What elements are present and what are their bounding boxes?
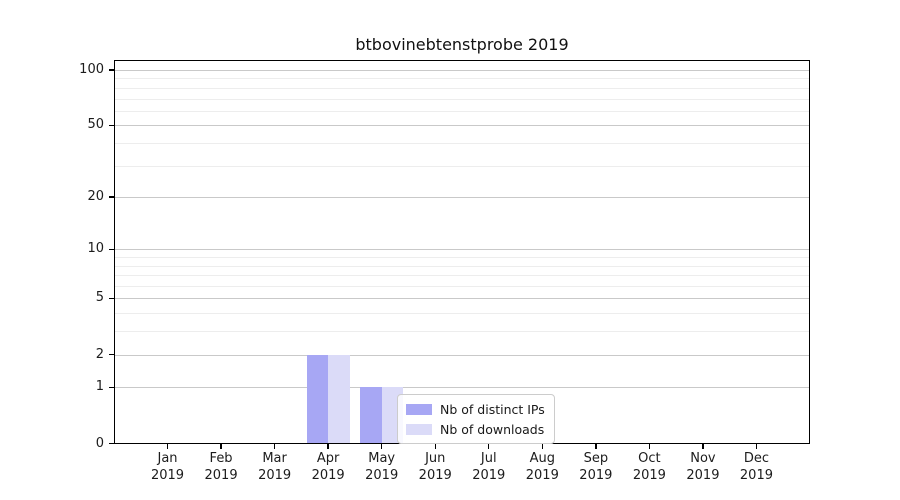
y-tick-label: 100 [79, 62, 104, 77]
y-tick-mark [109, 124, 114, 126]
bar-nb-of-downloads-apr [328, 354, 350, 444]
x-tick-mark [755, 443, 758, 449]
minor-gridline [115, 265, 809, 267]
plot-frame [114, 59, 810, 444]
major-gridline [115, 125, 809, 127]
x-tick-label: Jul 2019 [472, 451, 506, 483]
x-tick-mark [166, 443, 169, 449]
major-gridline [115, 298, 809, 300]
x-tick-mark [380, 443, 383, 449]
x-tick-label: Apr 2019 [311, 451, 345, 483]
x-tick-mark [220, 443, 222, 449]
y-tick-mark [109, 69, 114, 71]
y-tick-label: 10 [87, 241, 104, 257]
minor-gridline [115, 286, 809, 288]
legend-label-downloads: Nb of downloads [440, 421, 545, 437]
major-gridline [115, 354, 809, 356]
x-tick-label: Jan 2019 [150, 451, 185, 483]
major-gridline [115, 197, 809, 199]
x-tick-label: Mar 2019 [258, 451, 292, 483]
y-tick-label: 20 [87, 189, 104, 205]
major-gridline [115, 387, 809, 389]
chart-title: btbovinebtenstprobe 2019 [355, 35, 569, 54]
y-tick-label: 0 [95, 435, 104, 451]
minor-gridline [115, 313, 809, 315]
minor-gridline [115, 275, 809, 277]
x-tick-label: Jun 2019 [418, 451, 452, 483]
y-tick-label: 2 [95, 346, 104, 362]
minor-gridline [115, 331, 809, 333]
x-tick-mark [488, 443, 490, 449]
x-tick-label: May 2019 [365, 451, 399, 483]
y-tick-mark [109, 386, 114, 389]
bar-nb-of-distinct-ips-may [360, 387, 382, 444]
y-tick-label: 50 [87, 117, 104, 133]
major-gridline [115, 70, 809, 71]
legend-label-distinct-ips: Nb of distinct IPs [440, 401, 545, 417]
minor-gridline [115, 110, 809, 112]
legend-swatch-downloads [406, 423, 432, 435]
x-tick-mark [273, 443, 276, 449]
minor-gridline [115, 257, 809, 259]
minor-gridline [115, 142, 809, 144]
x-tick-mark [434, 443, 436, 449]
legend-item-downloads: Nb of downloads [406, 419, 545, 439]
x-tick-mark [595, 443, 597, 449]
legend-item-distinct-ips: Nb of distinct IPs [406, 399, 545, 419]
x-tick-label: Aug 2019 [525, 451, 559, 483]
y-tick-mark [109, 353, 114, 356]
minor-gridline [115, 98, 809, 100]
x-tick-label: Dec 2019 [739, 451, 773, 483]
y-tick-mark [109, 196, 114, 198]
minor-gridline [115, 165, 809, 167]
y-tick-mark [109, 248, 114, 251]
major-gridline [115, 249, 809, 251]
x-tick-mark [327, 443, 329, 449]
x-tick-label: Sep 2019 [579, 451, 613, 483]
y-tick-mark [109, 297, 114, 300]
minor-gridline [115, 87, 809, 89]
legend: Nb of distinct IPs Nb of downloads [397, 394, 555, 444]
x-tick-label: Oct 2019 [632, 451, 666, 483]
x-tick-label: Nov 2019 [686, 451, 720, 483]
legend-swatch-distinct-ips [406, 403, 432, 415]
x-tick-label: Feb 2019 [204, 451, 238, 483]
x-tick-mark [702, 443, 704, 449]
minor-gridline [115, 78, 809, 80]
y-tick-label: 5 [95, 290, 104, 306]
x-tick-mark [648, 443, 651, 449]
y-tick-label: 1 [95, 379, 104, 395]
y-tick-mark [109, 442, 114, 445]
x-tick-mark [541, 443, 543, 449]
bar-nb-of-distinct-ips-apr [306, 354, 329, 444]
